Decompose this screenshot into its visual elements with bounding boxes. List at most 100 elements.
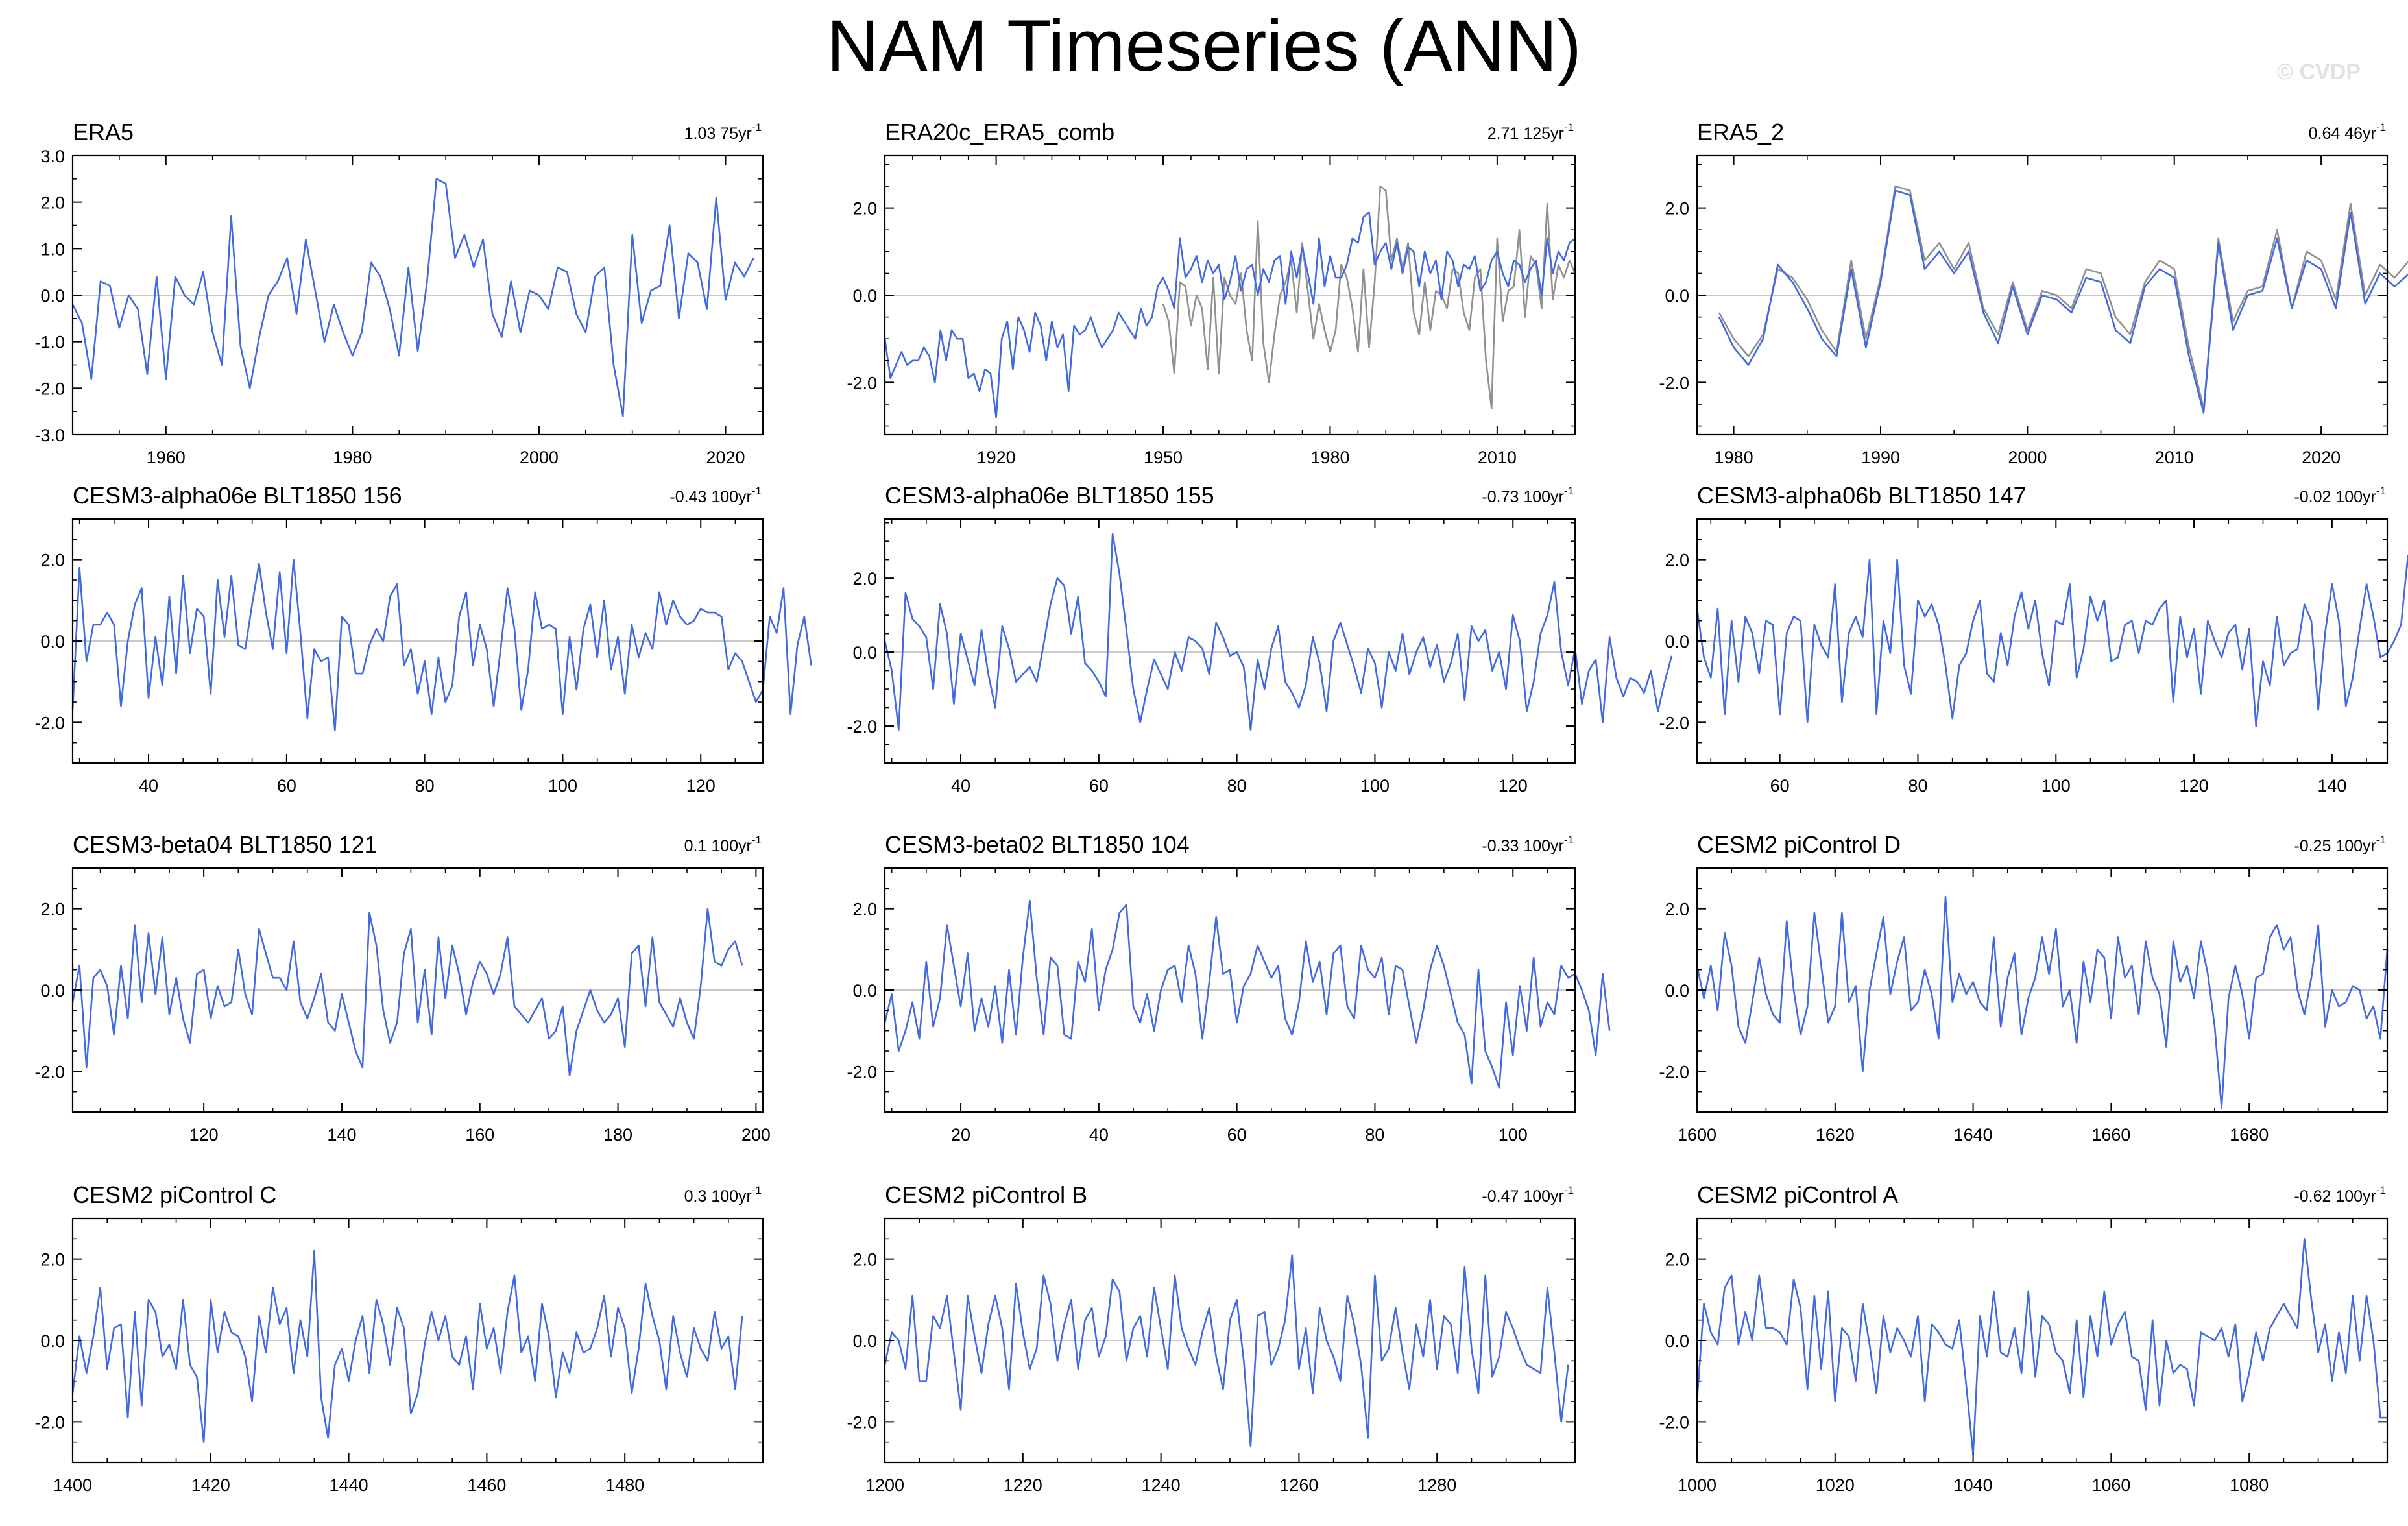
y-tick-label: 0.0: [852, 286, 877, 306]
y-tick-label: 2.0: [40, 900, 65, 919]
chart-panel-3: ERA5_2 0.64 46yr-1 2.0 0.0 -2.0 1980 1990 2000 2…: [1659, 119, 2408, 467]
x-tick-label: 1920: [977, 448, 1016, 467]
x-tick-label: 1980: [1310, 448, 1349, 467]
x-tick-label: 140: [2317, 776, 2346, 795]
chart-panel-12: CESM2 piControl A -0.62 100yr-1 2.0 0.0 -2.0…: [1659, 1181, 2389, 1495]
x-tick-label: 1640: [1954, 1125, 1993, 1144]
y-tick-label: 2.0: [40, 551, 65, 570]
panel-title: CESM3-alpha06e BLT1850 156: [73, 482, 402, 509]
x-tick-label: 40: [139, 776, 158, 795]
trend-annotation: -0.33 100yr-1: [1482, 834, 1574, 855]
series-line-2: [1718, 185, 2408, 409]
x-tick-label: 80: [415, 776, 435, 795]
y-tick-label: 2.0: [1665, 551, 1689, 570]
panel-title: ERA5_2: [1697, 119, 1784, 145]
x-tick-label: 100: [1499, 1125, 1528, 1144]
x-tick-label: 60: [1089, 776, 1109, 795]
x-tick-label: 1460: [467, 1475, 506, 1495]
series-line-1: [884, 1254, 1569, 1447]
trend-gap: [2331, 837, 2335, 855]
trend-gap: [1519, 488, 1523, 506]
x-tick-label: 120: [2180, 776, 2209, 795]
trend-span: 100yr: [2335, 488, 2376, 506]
y-tick-label: -1.0: [34, 333, 65, 352]
y-tick-label: -2.0: [1659, 713, 1689, 733]
panel-title: ERA20c_ERA5_comb: [885, 119, 1114, 145]
trend-span: 100yr: [1523, 837, 1564, 855]
x-tick-label: 1680: [2230, 1125, 2269, 1144]
x-tick-label: 1990: [1861, 448, 1900, 467]
trend-exponent: -1: [2376, 485, 2386, 497]
chart-panel-6: CESM3-alpha06b BLT1850 147 -0.02 100yr-1 2…: [1659, 482, 2408, 795]
trend-annotation: -0.02 100yr-1: [2294, 485, 2386, 506]
trend-value: -0.33: [1482, 837, 1519, 855]
trend-annotation: -0.43 100yr-1: [669, 485, 762, 506]
x-tick-label: 1660: [2091, 1125, 2130, 1144]
x-tick-label: 140: [327, 1125, 356, 1144]
chart-panel-7: CESM3-beta04 BLT1850 121 0.1 100yr-1 2.0 0.…: [34, 831, 770, 1144]
x-tick-label: 40: [1089, 1125, 1109, 1144]
y-tick-label: -2.0: [847, 373, 877, 393]
x-tick-label: 120: [686, 776, 716, 795]
series-line-2: [1162, 185, 1576, 409]
y-tick-label: 2.0: [1665, 199, 1689, 219]
panel-title: ERA5: [73, 119, 134, 145]
chart-panel-8: CESM3-beta02 BLT1850 104 -0.33 100yr-1 2.0…: [847, 831, 1611, 1144]
series-line-1: [71, 1250, 743, 1443]
x-tick-label: 100: [2041, 776, 2071, 795]
chart-panel-9: CESM2 piControl D -0.25 100yr-1 2.0 0.0 -2.0…: [1659, 831, 2389, 1144]
x-tick-label: 2020: [2302, 448, 2341, 467]
y-tick-label: 2.0: [852, 900, 877, 919]
y-tick-label: 0.0: [40, 981, 65, 1000]
y-tick-label: 0.0: [40, 1331, 65, 1351]
y-tick-label: -2.0: [34, 713, 65, 733]
y-tick-label: 2.0: [1665, 1250, 1689, 1270]
trend-gap: [2331, 1187, 2335, 1205]
series-line-1: [884, 533, 1673, 731]
trend-gap: [706, 1187, 711, 1205]
trend-value: -0.73: [1482, 488, 1519, 506]
y-tick-label: 2.0: [852, 569, 877, 588]
x-tick-label: 1040: [1954, 1475, 1993, 1495]
trend-annotation: -0.73 100yr-1: [1482, 485, 1574, 506]
x-tick-label: 1960: [147, 448, 186, 467]
x-tick-label: 1060: [2091, 1475, 2130, 1495]
x-tick-label: 1440: [330, 1475, 368, 1495]
y-tick-label: 0.0: [1665, 286, 1689, 306]
trend-annotation: 0.64 46yr-1: [2309, 121, 2386, 143]
trend-span: 46yr: [2344, 125, 2376, 143]
series-line-1: [884, 212, 1576, 418]
x-tick-label: 120: [189, 1125, 219, 1144]
y-tick-label: -2.0: [1659, 1412, 1689, 1432]
chart-panel-2: ERA20c_ERA5_comb 2.71 125yr-1 2.0 0.0 -2.0 19…: [847, 119, 1576, 467]
x-tick-label: 1000: [1678, 1475, 1716, 1495]
x-tick-label: 120: [1499, 776, 1528, 795]
y-tick-label: -2.0: [34, 379, 65, 398]
y-tick-label: -2.0: [1659, 1062, 1689, 1082]
y-tick-label: 0.0: [852, 643, 877, 662]
y-tick-label: 0.0: [852, 1331, 877, 1351]
panel-title: CESM3-beta02 BLT1850 104: [885, 831, 1190, 858]
x-tick-label: 2000: [2008, 448, 2047, 467]
trend-exponent: -1: [2376, 834, 2386, 846]
trend-value: -0.43: [669, 488, 706, 506]
y-tick-label: -2.0: [34, 1062, 65, 1082]
x-tick-label: 1950: [1144, 448, 1183, 467]
panel-title: CESM3-alpha06b BLT1850 147: [1697, 482, 2027, 509]
trend-gap: [716, 125, 720, 143]
y-tick-label: 0.0: [852, 981, 877, 1000]
x-tick-label: 1980: [1715, 448, 1753, 467]
chart-panel-10: CESM2 piControl C 0.3 100yr-1 2.0 0.0 -2.0 14…: [34, 1181, 764, 1495]
trend-exponent: -1: [752, 834, 762, 846]
x-tick-label: 1240: [1142, 1475, 1181, 1495]
panel-title: CESM2 piControl B: [885, 1181, 1087, 1208]
chart-panel-4: CESM3-alpha06e BLT1850 156 -0.43 100yr-1 2…: [34, 482, 812, 795]
y-tick-label: 0.0: [1665, 1331, 1689, 1351]
x-tick-label: 1420: [191, 1475, 230, 1495]
y-tick-label: -2.0: [847, 1062, 877, 1082]
trend-exponent: -1: [1564, 1184, 1574, 1196]
x-tick-label: 1980: [333, 448, 372, 467]
x-tick-label: 1260: [1279, 1475, 1318, 1495]
x-tick-label: 1200: [865, 1475, 904, 1495]
